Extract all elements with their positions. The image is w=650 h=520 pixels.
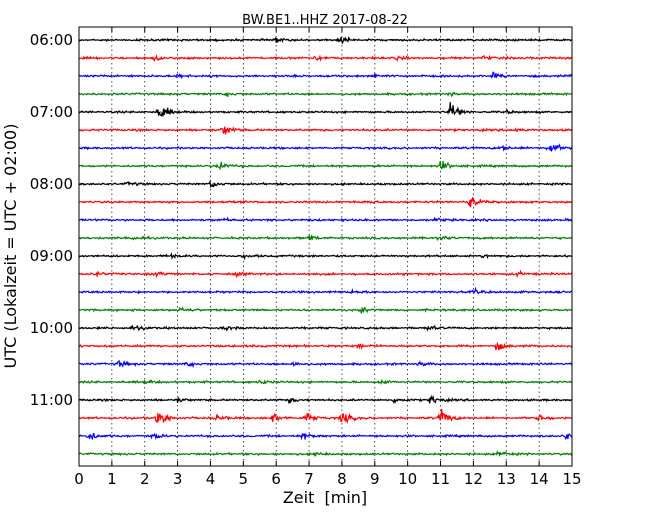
plot-area: [79, 27, 572, 466]
y-axis-label: UTC (Lokalzeit = UTC + 02:00): [1, 124, 20, 369]
trace-0715: [78, 126, 573, 135]
seismic-traces: [78, 36, 573, 458]
x-tick-label: 7: [304, 470, 314, 488]
y-tick-label: 11:00: [30, 391, 73, 409]
x-axis-label: Zeit [min]: [283, 488, 367, 507]
trace-1045: [78, 378, 573, 385]
x-tick-label: 0: [74, 470, 84, 488]
trace-1130: [78, 432, 573, 441]
trace-0645: [78, 91, 573, 98]
y-tick-label: 06:00: [30, 31, 73, 49]
y-axis: 06:00 07:00 08:00 09:00 10:00 11:00: [30, 31, 572, 409]
trace-0845: [78, 233, 573, 242]
x-tick-label: 9: [370, 470, 380, 488]
trace-1115: [78, 408, 573, 425]
y-tick-label: 09:00: [30, 247, 73, 265]
x-axis: 0 1 2 3 4 5 6 7 8 9 10 11 12 13 14 15: [74, 27, 582, 488]
x-tick-label: 11: [431, 470, 450, 488]
trace-0915: [78, 269, 573, 279]
x-tick-label: 6: [271, 470, 281, 488]
y-tick-label: 07:00: [30, 103, 73, 121]
trace-0615: [78, 54, 573, 63]
x-tick-label: 2: [140, 470, 150, 488]
chart-title: BW.BE1..HHZ 2017-08-22: [242, 13, 408, 28]
trace-0630: [78, 71, 573, 80]
y-tick-label: 08:00: [30, 175, 73, 193]
trace-0945: [78, 306, 573, 314]
x-tick-label: 3: [173, 470, 183, 488]
trace-0600: [78, 36, 573, 45]
trace-0800: [78, 179, 573, 189]
x-tick-label: 5: [239, 470, 249, 488]
trace-0930: [78, 286, 573, 295]
x-tick-label: 8: [337, 470, 347, 488]
trace-0900: [78, 252, 573, 261]
x-tick-label: 1: [107, 470, 117, 488]
trace-0815: [78, 197, 573, 208]
trace-0745: [78, 160, 573, 171]
x-tick-label: 12: [464, 470, 483, 488]
trace-0830: [78, 216, 573, 223]
x-tick-label: 14: [530, 470, 549, 488]
x-tick-label: 4: [206, 470, 216, 488]
trace-1000: [78, 324, 573, 332]
x-tick-label: 13: [497, 470, 516, 488]
x-tick-label: 10: [398, 470, 417, 488]
x-tick-label: 15: [562, 470, 581, 488]
trace-1030: [78, 359, 573, 369]
trace-0700: [78, 102, 573, 117]
plot-frame: [78, 26, 573, 467]
trace-1015: [78, 341, 573, 351]
trace-0730: [78, 143, 573, 153]
trace-1145: [78, 450, 573, 458]
y-tick-label: 10:00: [30, 319, 73, 337]
trace-1100: [78, 394, 573, 405]
